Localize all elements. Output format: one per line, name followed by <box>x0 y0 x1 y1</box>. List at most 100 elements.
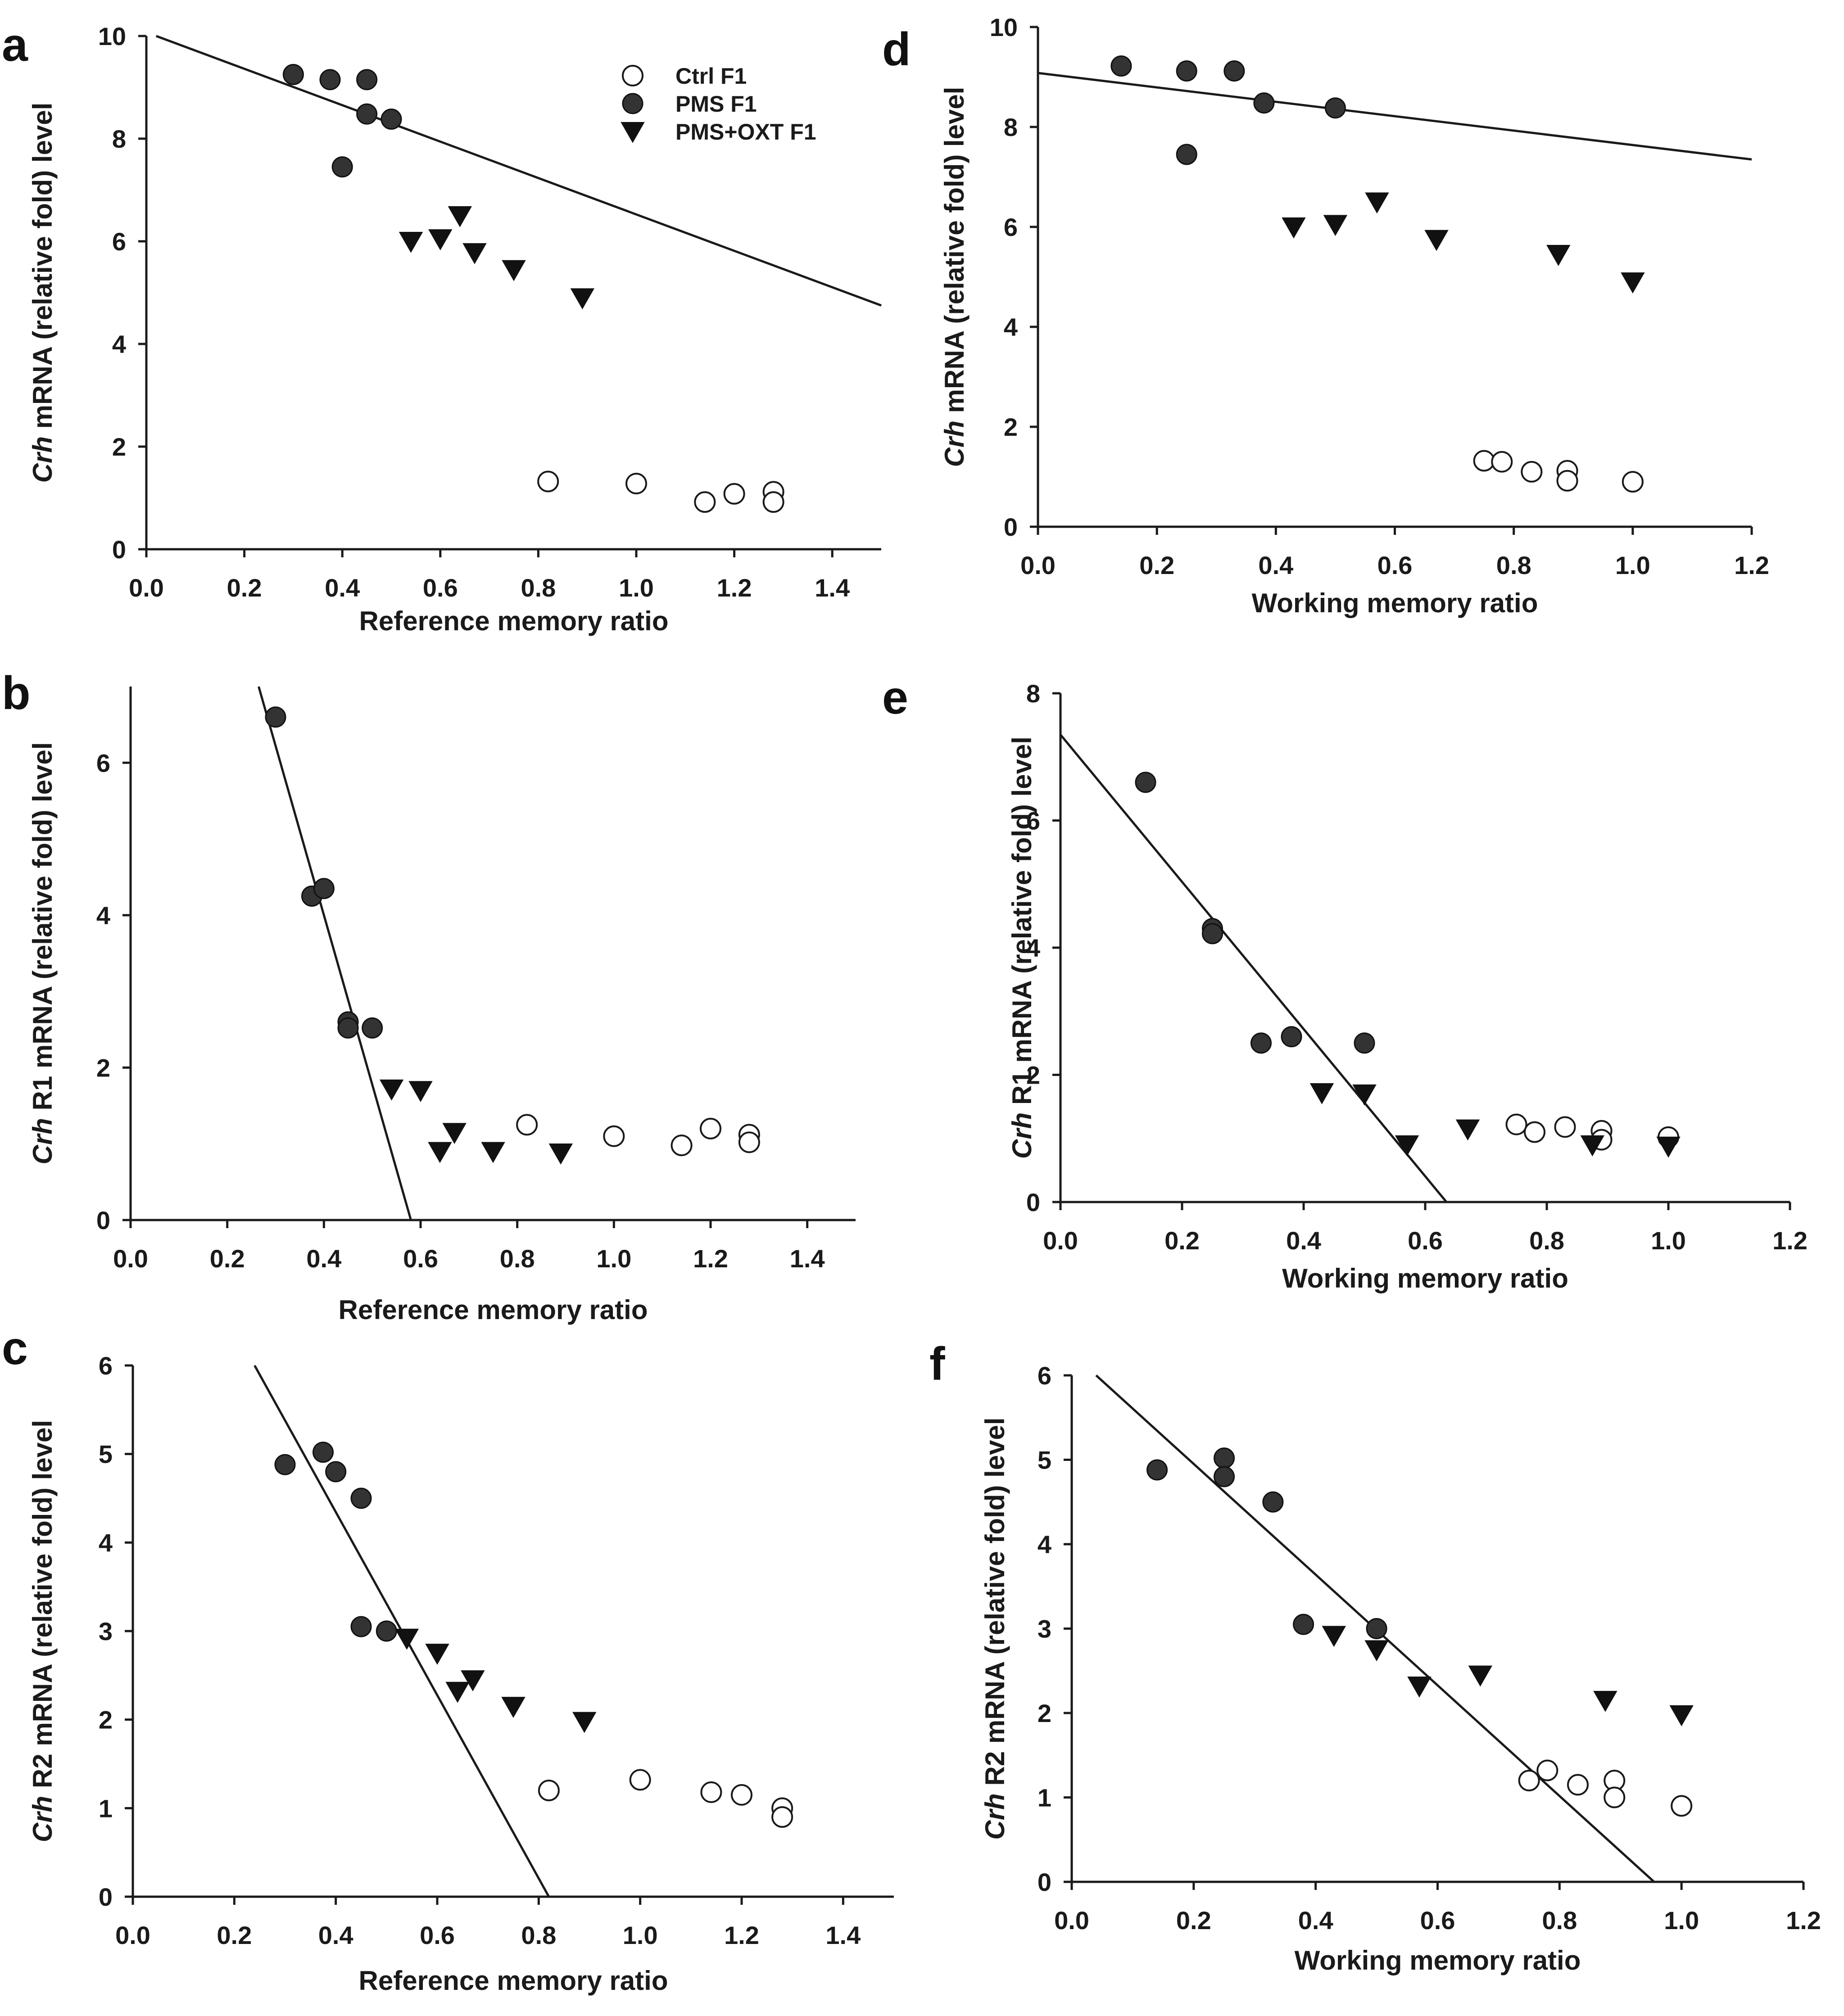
panel-c-y-tick-label: 3 <box>99 1617 113 1645</box>
panel-c-x-tick-label: 0.6 <box>420 1921 455 1949</box>
panel-c-data-point <box>629 1769 651 1791</box>
panel-a-y-tick-label: 0 <box>112 535 126 564</box>
panel-c-x-tick-label: 1.4 <box>825 1921 861 1949</box>
panel-e-data-point <box>1656 1136 1681 1158</box>
panel-c-x-tick-label: 1.2 <box>724 1921 759 1949</box>
panel-b-data-point <box>700 1117 721 1139</box>
panel-f-series-filled-triangle-down <box>1322 1626 1694 1727</box>
panel-f-x-tick-label: 0.4 <box>1298 1906 1333 1935</box>
panel-a-data-point <box>356 69 378 90</box>
panel-b-data-point <box>516 1114 538 1136</box>
panel-c-data-point <box>731 1784 752 1806</box>
panel-e-data-point <box>1505 1113 1527 1135</box>
panel-b-series-filled-circle <box>265 706 383 1039</box>
panel-d-data-point <box>1176 144 1197 165</box>
legend-marker-filled-circle <box>622 93 643 114</box>
panel-f-series-open-circle <box>1518 1759 1693 1817</box>
panel-b-x-tick-label: 1.0 <box>596 1244 631 1273</box>
panel-e-x-tick-label: 1.2 <box>1772 1226 1808 1255</box>
legend-marker-filled-triangle-down <box>621 122 645 143</box>
panel-a-series-filled-circle <box>282 64 402 178</box>
panel-c-y-tick-label: 2 <box>99 1706 113 1734</box>
panel-f-data-point <box>1262 1491 1284 1513</box>
panel-f-data-point <box>1366 1618 1387 1639</box>
panel-c-data-point <box>394 1628 419 1650</box>
panel-f-data-point <box>1407 1677 1432 1698</box>
panel-f-y-tick-label: 3 <box>1038 1615 1051 1643</box>
panel-a-data-point <box>462 243 487 264</box>
panel-e-series-filled-triangle-down <box>1309 1083 1681 1158</box>
panel-e-data-point <box>1352 1084 1377 1106</box>
panel-a-data-point <box>625 473 647 495</box>
panel-d-x-tick-label: 0.2 <box>1139 551 1174 579</box>
panel-c-y-tick-label: 6 <box>99 1352 113 1380</box>
panel-d-data-point <box>1324 97 1346 119</box>
panel-d-y-tick-label: 10 <box>990 13 1018 41</box>
panel-f-data-point <box>1567 1774 1589 1796</box>
panel-a-data-point <box>723 483 745 505</box>
panel-e-y-tick-label: 2 <box>1026 1061 1040 1089</box>
panel-a-data-point <box>537 470 559 493</box>
panel-a-y-axis-label: Crh mRNA (relative fold) level <box>27 103 58 483</box>
panel-f-x-axis-label: Working memory ratio <box>1295 1945 1581 1975</box>
panel-d-data-point <box>1323 215 1348 236</box>
panel-e-data-point <box>1455 1119 1480 1141</box>
panel-b-y-axis-label-gene: Crh <box>27 1118 58 1164</box>
panel-d-data-point <box>1223 60 1245 82</box>
panel-a-y-tick-label: 4 <box>112 330 126 358</box>
panel-f-x-tick-label: 0.6 <box>1420 1906 1455 1935</box>
panel-a-y-axis-label-rest: mRNA (relative fold) level <box>27 103 58 436</box>
panel-d-y-axis-label: Crh mRNA (relative fold) level <box>939 87 970 467</box>
panel-d-y-axis-label-gene: Crh <box>939 420 970 467</box>
panel-c-data-point <box>376 1620 397 1642</box>
panel-c-data-point <box>425 1644 449 1665</box>
panel-b-x-tick-label: 0.6 <box>403 1244 438 1273</box>
panel-c-label: c <box>2 1322 28 1374</box>
panel-f-data-point <box>1604 1786 1626 1808</box>
panel-d-label: d <box>882 23 911 76</box>
panel-a-x-tick-label: 0.0 <box>129 574 164 602</box>
panel-d-x-tick-label: 0.0 <box>1020 551 1056 579</box>
panel-b-data-point <box>481 1142 505 1163</box>
panel-a-data-point <box>282 64 304 85</box>
panel-d-data-point <box>1473 450 1495 472</box>
panel-f-x-tick-label: 0.2 <box>1176 1906 1211 1935</box>
panel-b-y-tick-label: 2 <box>96 1053 110 1082</box>
panel-b-y-axis-label: Crh R1 mRNA (relative fold) level <box>27 742 58 1164</box>
panel-c-x-tick-label: 0.2 <box>217 1921 252 1949</box>
panel-b-x-tick-label: 1.4 <box>790 1244 825 1273</box>
panel-c-x-tick-label: 0.4 <box>318 1921 353 1949</box>
panel-e-y-tick-label: 4 <box>1026 934 1040 962</box>
panel-d-data-point <box>1282 217 1306 239</box>
panel-f-data-point <box>1518 1770 1540 1791</box>
panel-f-data-point <box>1146 1459 1168 1481</box>
panel-a-data-point <box>319 69 341 90</box>
panel-f-data-point <box>1322 1626 1346 1647</box>
panel-d-x-axis-label: Working memory ratio <box>1252 588 1538 618</box>
panel-e-y-tick-label: 0 <box>1026 1188 1040 1216</box>
panel-a-x-tick-label: 1.4 <box>815 574 850 602</box>
panel-b-y-tick-label: 0 <box>96 1206 110 1234</box>
panel-d-y-tick-label: 2 <box>1004 413 1018 441</box>
panel-c-data-point <box>445 1682 470 1703</box>
panel-d-y-tick-label: 0 <box>1004 513 1018 541</box>
panel-b-label: b <box>2 667 31 719</box>
panel-c-y-axis-label-rest: R2 mRNA (relative fold) level <box>27 1420 58 1796</box>
panel-a-data-point <box>381 108 402 130</box>
panel-d-regression-line <box>1038 72 1752 161</box>
panel-f-y-axis-label-gene: Crh <box>980 1793 1010 1840</box>
panel-c-series-open-circle <box>538 1769 793 1828</box>
panel-d-data-point <box>1621 272 1645 294</box>
panel-e-y-axis-label-rest: R1 mRNA (relative fold) level <box>1007 737 1037 1112</box>
panel-f-y-tick-label: 2 <box>1038 1699 1051 1727</box>
panel-f-data-point <box>1468 1665 1493 1687</box>
panel-e-data-point <box>1354 1032 1375 1054</box>
panel-b-data-point <box>428 1142 452 1163</box>
panel-c-data-point <box>572 1712 597 1733</box>
panel-a-y-tick-label: 2 <box>112 433 126 461</box>
panel-c-data-point <box>501 1697 526 1718</box>
panel-f-data-point <box>1593 1691 1617 1712</box>
